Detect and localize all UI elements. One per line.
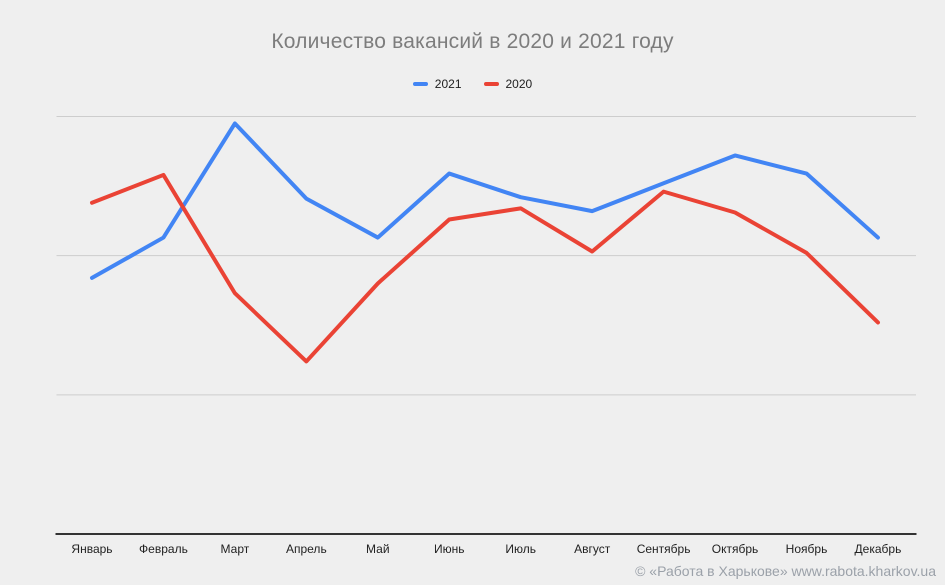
series-line-2020 — [90, 172, 880, 364]
chart-legend: 2021 2020 — [0, 77, 945, 91]
x-axis-label: Апрель — [285, 542, 327, 556]
x-axis-label: Октябрь — [711, 542, 759, 556]
x-axis-label: Июнь — [433, 542, 465, 556]
x-axis-label: Сентябрь — [636, 542, 691, 556]
legend-label-2021: 2021 — [434, 77, 462, 91]
copyright-footer: © «Работа в Харькове» www.rabota.kharkov… — [635, 563, 936, 579]
x-axis-label: Декабрь — [854, 542, 902, 556]
legend-swatch-2020-icon — [483, 82, 499, 86]
x-axis-label: Февраль — [139, 542, 188, 556]
legend-label-2020: 2020 — [505, 77, 533, 91]
x-axis-label: Май — [366, 542, 390, 556]
series-line-2021 — [90, 121, 880, 280]
x-axis-label: Март — [220, 542, 250, 556]
x-axis-label: Январь — [71, 542, 113, 556]
legend-swatch-2021-icon — [412, 82, 428, 86]
x-axis-label: Ноябрь — [785, 542, 828, 556]
chart-title: Количество вакансий в 2020 и 2021 году — [271, 30, 674, 53]
legend-item-2021: 2021 — [412, 77, 462, 91]
x-axis-label: Июль — [505, 542, 536, 556]
x-axis-label: Август — [574, 542, 611, 556]
legend-item-2020: 2020 — [483, 77, 533, 91]
